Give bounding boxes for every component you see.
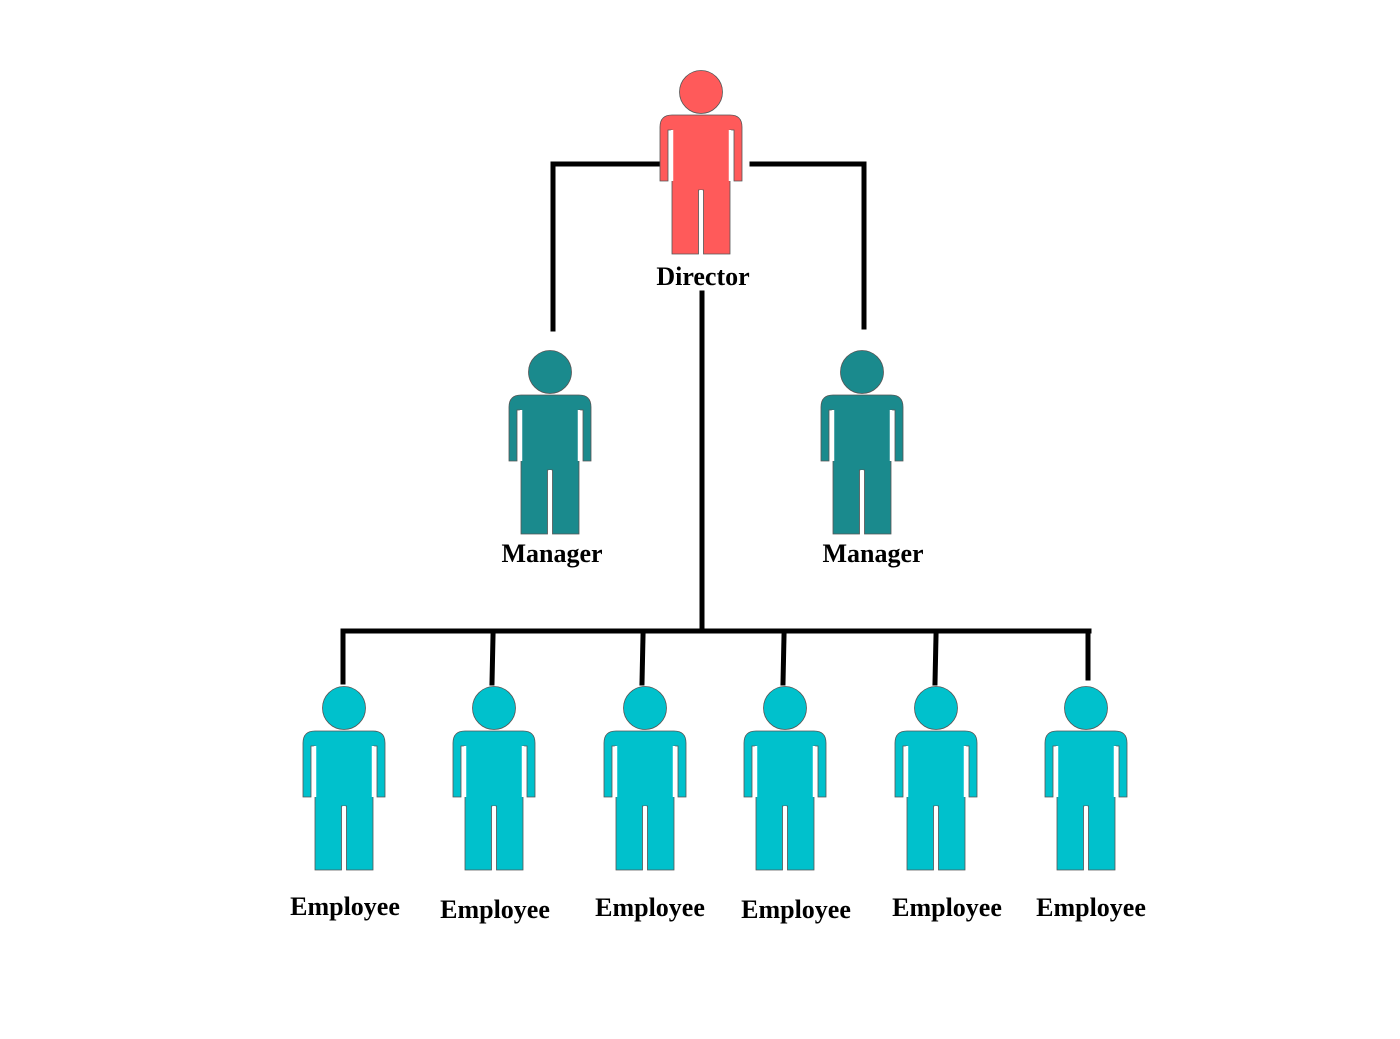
employee-node-5: Employee [892, 685, 1002, 922]
person-icon [1043, 685, 1129, 872]
person-icon [602, 685, 688, 872]
person-icon [451, 685, 537, 872]
connector-director-to-left-manager [550, 161, 661, 332]
connector-employee-4 [780, 633, 787, 686]
connector-employee-2 [489, 633, 496, 686]
person-icon [819, 349, 905, 536]
manager-node-2: Manager [819, 349, 924, 568]
employee-label: Employee [1036, 893, 1146, 922]
director-label: Director [656, 262, 749, 291]
manager-node-1: Manager [501, 349, 603, 568]
person-icon [301, 685, 387, 872]
employee-node-2: Employee [440, 685, 550, 924]
employee-label: Employee [440, 895, 550, 924]
connectors [340, 161, 1092, 686]
employee-label: Employee [892, 893, 1002, 922]
director-node: Director [656, 69, 750, 291]
manager-label: Manager [501, 539, 602, 568]
employee-label: Employee [595, 893, 705, 922]
employee-node-1: Employee [290, 685, 400, 921]
connector-director-to-right-manager [749, 161, 867, 330]
employee-node-3: Employee [595, 685, 705, 922]
person-icon [742, 685, 828, 872]
person-icon [507, 349, 593, 536]
connector-employee-5 [932, 633, 939, 686]
employee-node-4: Employee [741, 685, 851, 924]
employee-node-6: Employee [1036, 685, 1146, 922]
manager-label: Manager [822, 539, 923, 568]
employee-label: Employee [290, 892, 400, 921]
connector-employee-3 [639, 633, 646, 686]
person-icon [658, 69, 744, 256]
person-icon [893, 685, 979, 872]
employee-label: Employee [741, 895, 851, 924]
